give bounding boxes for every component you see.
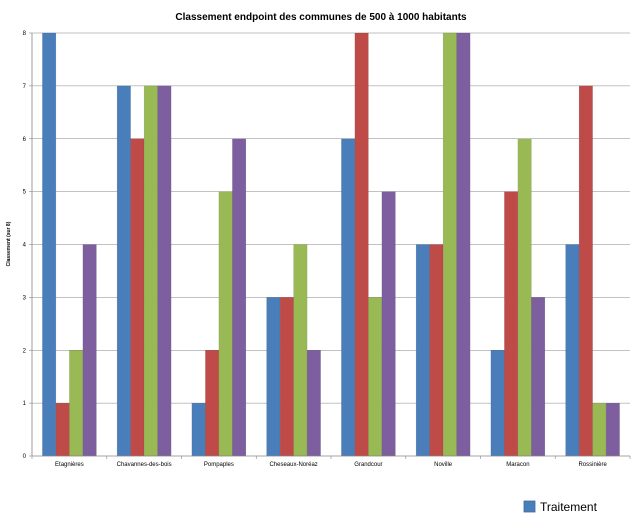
y-tick-label-4: 4	[23, 243, 27, 249]
bar-s2-1	[143, 85, 158, 457]
bar-s3-2	[232, 138, 247, 457]
x-tick-label-5: Noville	[434, 462, 453, 468]
bar-s0-7	[565, 244, 580, 457]
bar-s1-3	[279, 297, 294, 457]
axes: 0 1 2 3 4 5 6 7 8 Etagnières Chavannes-des-bois Pom…	[23, 31, 631, 468]
y-tick-label-6: 6	[23, 137, 27, 143]
bar-s0-6	[490, 350, 505, 457]
y-tick-label-0: 0	[23, 454, 27, 460]
x-tick-label-3: Cheseaux-Noréaz	[269, 462, 317, 468]
bar-s2-3	[293, 244, 308, 457]
bar-s0-1	[116, 85, 131, 457]
y-tick-label-7: 7	[23, 84, 27, 90]
legend-label-traitement: Traitement	[540, 500, 598, 514]
legend: Traitement	[523, 500, 598, 514]
chart-title: Classement endpoint des communes de 500 …	[175, 12, 467, 23]
y-tick-label-2: 2	[23, 348, 27, 354]
legend-swatch-traitement	[523, 500, 536, 513]
bar-s1-4	[354, 32, 369, 457]
bar-s1-5	[429, 244, 444, 457]
bar-s0-2	[191, 402, 206, 457]
bar-s3-6	[531, 297, 546, 457]
bar-s1-2	[205, 350, 220, 457]
bar-s2-2	[218, 191, 233, 457]
x-tick-label-1: Chavannes-des-bois	[117, 462, 172, 468]
bar-s3-5	[456, 32, 471, 457]
bar-s3-1	[157, 85, 172, 457]
bar-s1-6	[504, 191, 519, 457]
x-tick-label-6: Maracon	[506, 462, 529, 468]
bar-s0-0	[42, 32, 57, 457]
bar-s2-7	[592, 402, 607, 457]
y-tick-label-1: 1	[23, 401, 27, 407]
bar-s2-5	[442, 32, 457, 457]
x-tick-label-0: Etagnières	[55, 462, 84, 468]
bar-s0-4	[341, 138, 356, 457]
bar-s2-0	[69, 350, 84, 457]
bar-s3-7	[605, 402, 620, 457]
bar-s1-7	[578, 85, 593, 457]
y-tick-label-8: 8	[23, 31, 27, 37]
bar-s3-0	[82, 244, 97, 457]
x-tick-label-7: Rossinière	[578, 462, 607, 468]
y-tick-label-5: 5	[23, 190, 27, 196]
x-tick-label-2: Pompaples	[204, 462, 234, 468]
bar-s3-4	[381, 191, 396, 457]
y-axis-label: Classement (sur 8)	[6, 221, 12, 266]
y-tick-label-3: 3	[23, 295, 27, 301]
bar-s1-0	[55, 402, 70, 457]
bar-s0-5	[415, 244, 430, 457]
bar-s2-4	[368, 297, 383, 457]
bar-s1-1	[130, 138, 145, 457]
x-tick-label-4: Grandcour	[354, 462, 382, 468]
bar-s2-6	[517, 138, 532, 457]
bar-s3-3	[306, 350, 321, 457]
bar-s0-3	[266, 297, 281, 457]
